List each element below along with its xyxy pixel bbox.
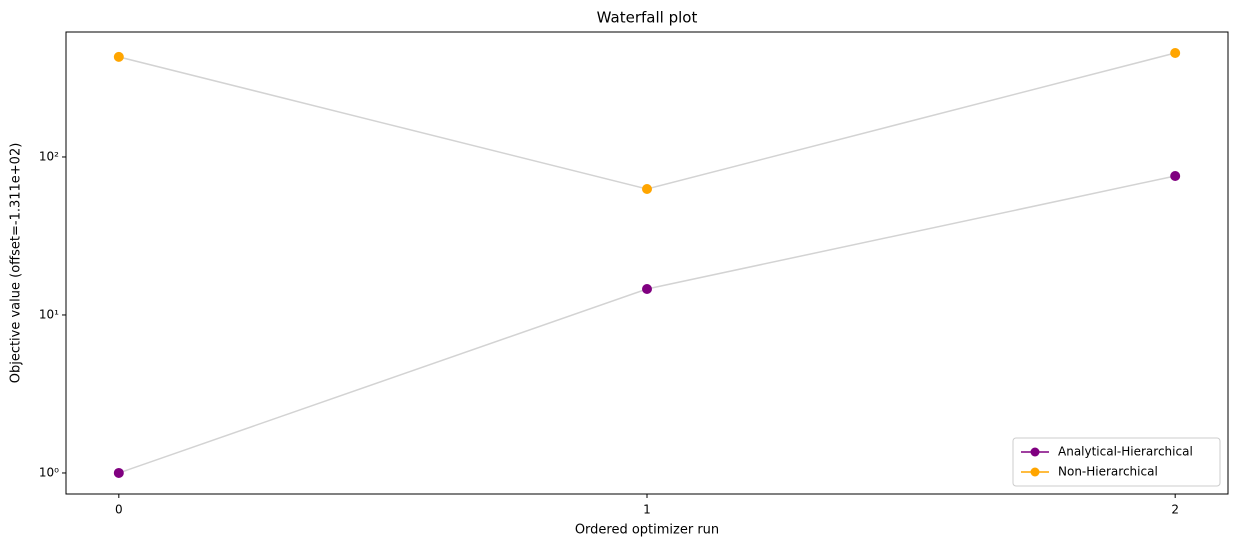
y-axis-label: Objective value (offset=-1.311e+02) bbox=[9, 143, 24, 384]
point bbox=[113, 51, 124, 62]
x-axis-label: Ordered optimizer run bbox=[575, 523, 719, 538]
chart-title: Waterfall plot bbox=[597, 9, 698, 27]
x-tick-label: 0 bbox=[115, 503, 123, 517]
point bbox=[642, 284, 652, 295]
plot-frame bbox=[65, 31, 1229, 495]
point bbox=[1170, 170, 1181, 181]
legend-marker bbox=[1030, 467, 1040, 477]
x-tick-label: 1 bbox=[643, 503, 651, 517]
x-tick-label: 2 bbox=[1171, 503, 1179, 517]
legend-label: Non-Hierarchical bbox=[1058, 465, 1158, 479]
series-line bbox=[118, 52, 1176, 190]
series-line bbox=[118, 175, 1176, 474]
legend-label: Analytical-Hierarchical bbox=[1058, 445, 1193, 459]
point bbox=[642, 184, 652, 195]
legend-marker bbox=[1030, 447, 1040, 457]
point bbox=[113, 467, 124, 478]
y-tick-label: 10⁰ bbox=[39, 465, 59, 479]
legend: Analytical-Hierarchical Non-Hierarchical bbox=[1012, 437, 1221, 487]
y-tick-label: 10² bbox=[39, 149, 59, 163]
point bbox=[1170, 48, 1181, 59]
y-tick-label: 10¹ bbox=[39, 307, 59, 321]
legend-box bbox=[1012, 437, 1221, 487]
